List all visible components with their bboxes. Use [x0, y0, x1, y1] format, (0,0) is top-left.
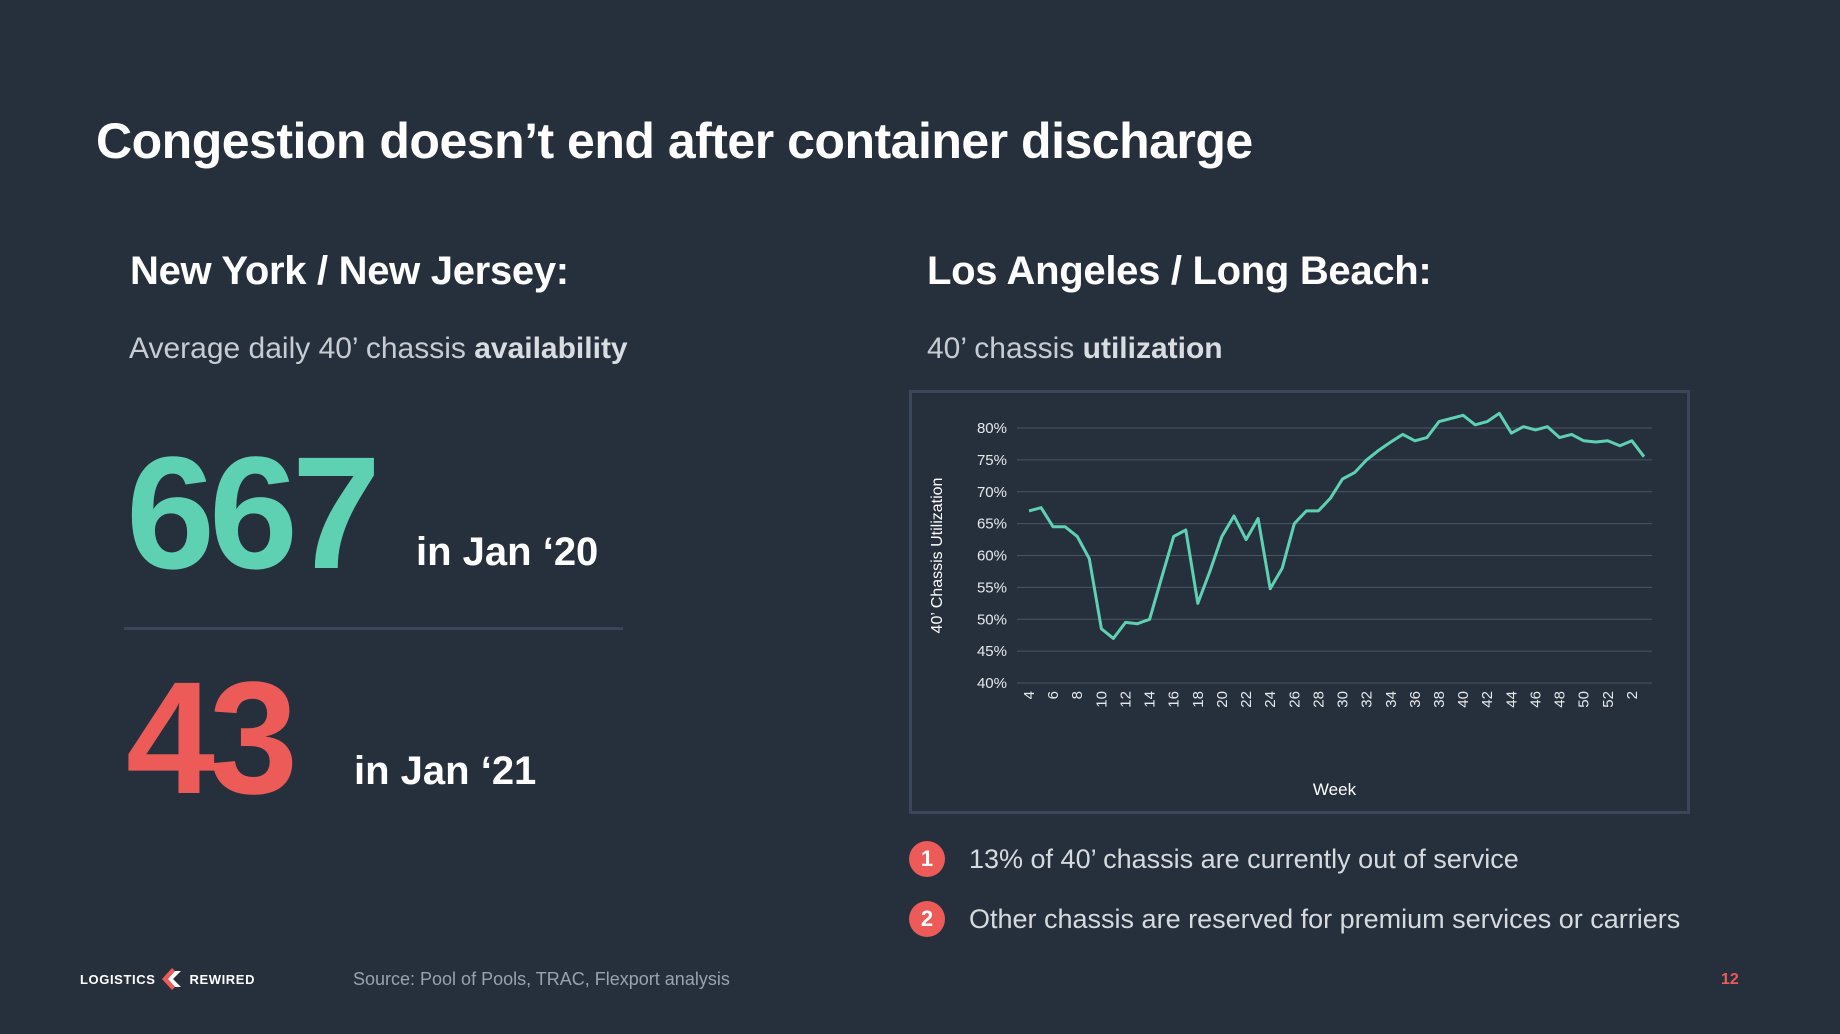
- x-tick-label: 6: [1045, 691, 1062, 699]
- x-tick-label: 4: [1021, 691, 1038, 699]
- right-subtitle-bold: utilization: [1082, 332, 1223, 365]
- x-tick-label: 32: [1359, 691, 1376, 708]
- left-heading: New York / New Jersey:: [130, 249, 569, 293]
- utilization-chart-frame: 40% 45% 50% 55% 60% 65% 70% 75% 80% 4 6 8 10 12 14 16 18…: [909, 390, 1690, 814]
- x-tick-label: 10: [1093, 691, 1110, 708]
- right-subtitle: 40’ chassis utilization: [927, 332, 1223, 366]
- x-tick-label: 30: [1335, 691, 1352, 708]
- x-tick-label: 2: [1624, 691, 1641, 699]
- stat-jan20-caption: in Jan ‘20: [416, 530, 599, 574]
- y-tick-label: 70%: [977, 484, 1007, 501]
- stat-divider: [124, 627, 623, 630]
- x-tick-label: 22: [1238, 691, 1255, 708]
- x-tick-label: 34: [1383, 691, 1400, 708]
- x-tick-label: 36: [1407, 691, 1424, 708]
- x-tick-label: 46: [1527, 691, 1544, 708]
- y-tick-label: 50%: [977, 611, 1007, 628]
- y-tick-label: 65%: [977, 516, 1007, 533]
- right-subtitle-prefix: 40’ chassis: [927, 332, 1083, 365]
- slide-title: Congestion doesn’t end after container d…: [96, 113, 1253, 169]
- x-tick-label: 12: [1117, 691, 1134, 708]
- logo-k-icon: [162, 968, 182, 990]
- left-subtitle: Average daily 40’ chassis availability: [129, 332, 628, 366]
- source-note: Source: Pool of Pools, TRAC, Flexport an…: [353, 969, 730, 989]
- logistics-rewired-logo: LOGISTICS REWIRED: [80, 966, 255, 992]
- x-tick-label: 40: [1455, 691, 1472, 708]
- note-1-text: 13% of 40’ chassis are currently out of …: [969, 843, 1519, 874]
- x-tick-label: 18: [1190, 691, 1207, 708]
- y-tick-label: 55%: [977, 579, 1007, 596]
- note-1-badge: 1: [909, 841, 945, 877]
- page-number: 12: [1721, 971, 1739, 988]
- x-tick-label: 50: [1576, 691, 1593, 708]
- right-heading: Los Angeles / Long Beach:: [927, 249, 1432, 293]
- x-tick-label: 16: [1166, 691, 1183, 708]
- y-tick-label: 40%: [977, 675, 1007, 692]
- note-1: 1 13% of 40’ chassis are currently out o…: [909, 841, 1519, 877]
- stat-jan21-caption: in Jan ‘21: [354, 749, 537, 793]
- y-tick-label: 80%: [977, 420, 1007, 437]
- logo-text-right: REWIRED: [189, 971, 256, 987]
- x-tick-label: 48: [1552, 691, 1569, 708]
- x-tick-label: 52: [1600, 691, 1617, 708]
- x-tick-label: 24: [1262, 691, 1279, 708]
- note-2-badge: 2: [909, 901, 945, 937]
- x-tick-label: 8: [1069, 691, 1086, 699]
- utilization-series-line: [1028, 411, 1646, 640]
- note-2-text: Other chassis are reserved for premium s…: [969, 903, 1681, 934]
- x-tick-label: 26: [1286, 691, 1303, 708]
- note-2: 2 Other chassis are reserved for premium…: [909, 901, 1680, 937]
- x-tick-label: 28: [1310, 691, 1327, 708]
- left-subtitle-bold: availability: [474, 332, 628, 365]
- x-tick-label: 14: [1142, 691, 1159, 708]
- logo-text-left: LOGISTICS: [80, 971, 156, 987]
- x-tick-label: 20: [1214, 691, 1231, 708]
- x-tick-label: 42: [1479, 691, 1496, 708]
- left-subtitle-prefix: Average daily 40’ chassis: [129, 332, 475, 365]
- x-axis-title: Week: [1313, 780, 1357, 799]
- stat-jan20-value: 667: [126, 423, 381, 602]
- x-tick-label: 44: [1503, 691, 1520, 708]
- y-tick-label: 45%: [977, 643, 1007, 660]
- utilization-chart: 40%45%50%55%60%65%70%75%80%4 6 8 10 12 14 16 18…: [929, 411, 1652, 799]
- y-tick-label: 60%: [977, 548, 1007, 565]
- x-tick-label: 38: [1431, 691, 1448, 708]
- y-tick-label: 75%: [977, 452, 1007, 469]
- stat-jan21-value: 43: [126, 648, 298, 827]
- y-axis-title: 40’ Chassis Utilization: [929, 478, 946, 634]
